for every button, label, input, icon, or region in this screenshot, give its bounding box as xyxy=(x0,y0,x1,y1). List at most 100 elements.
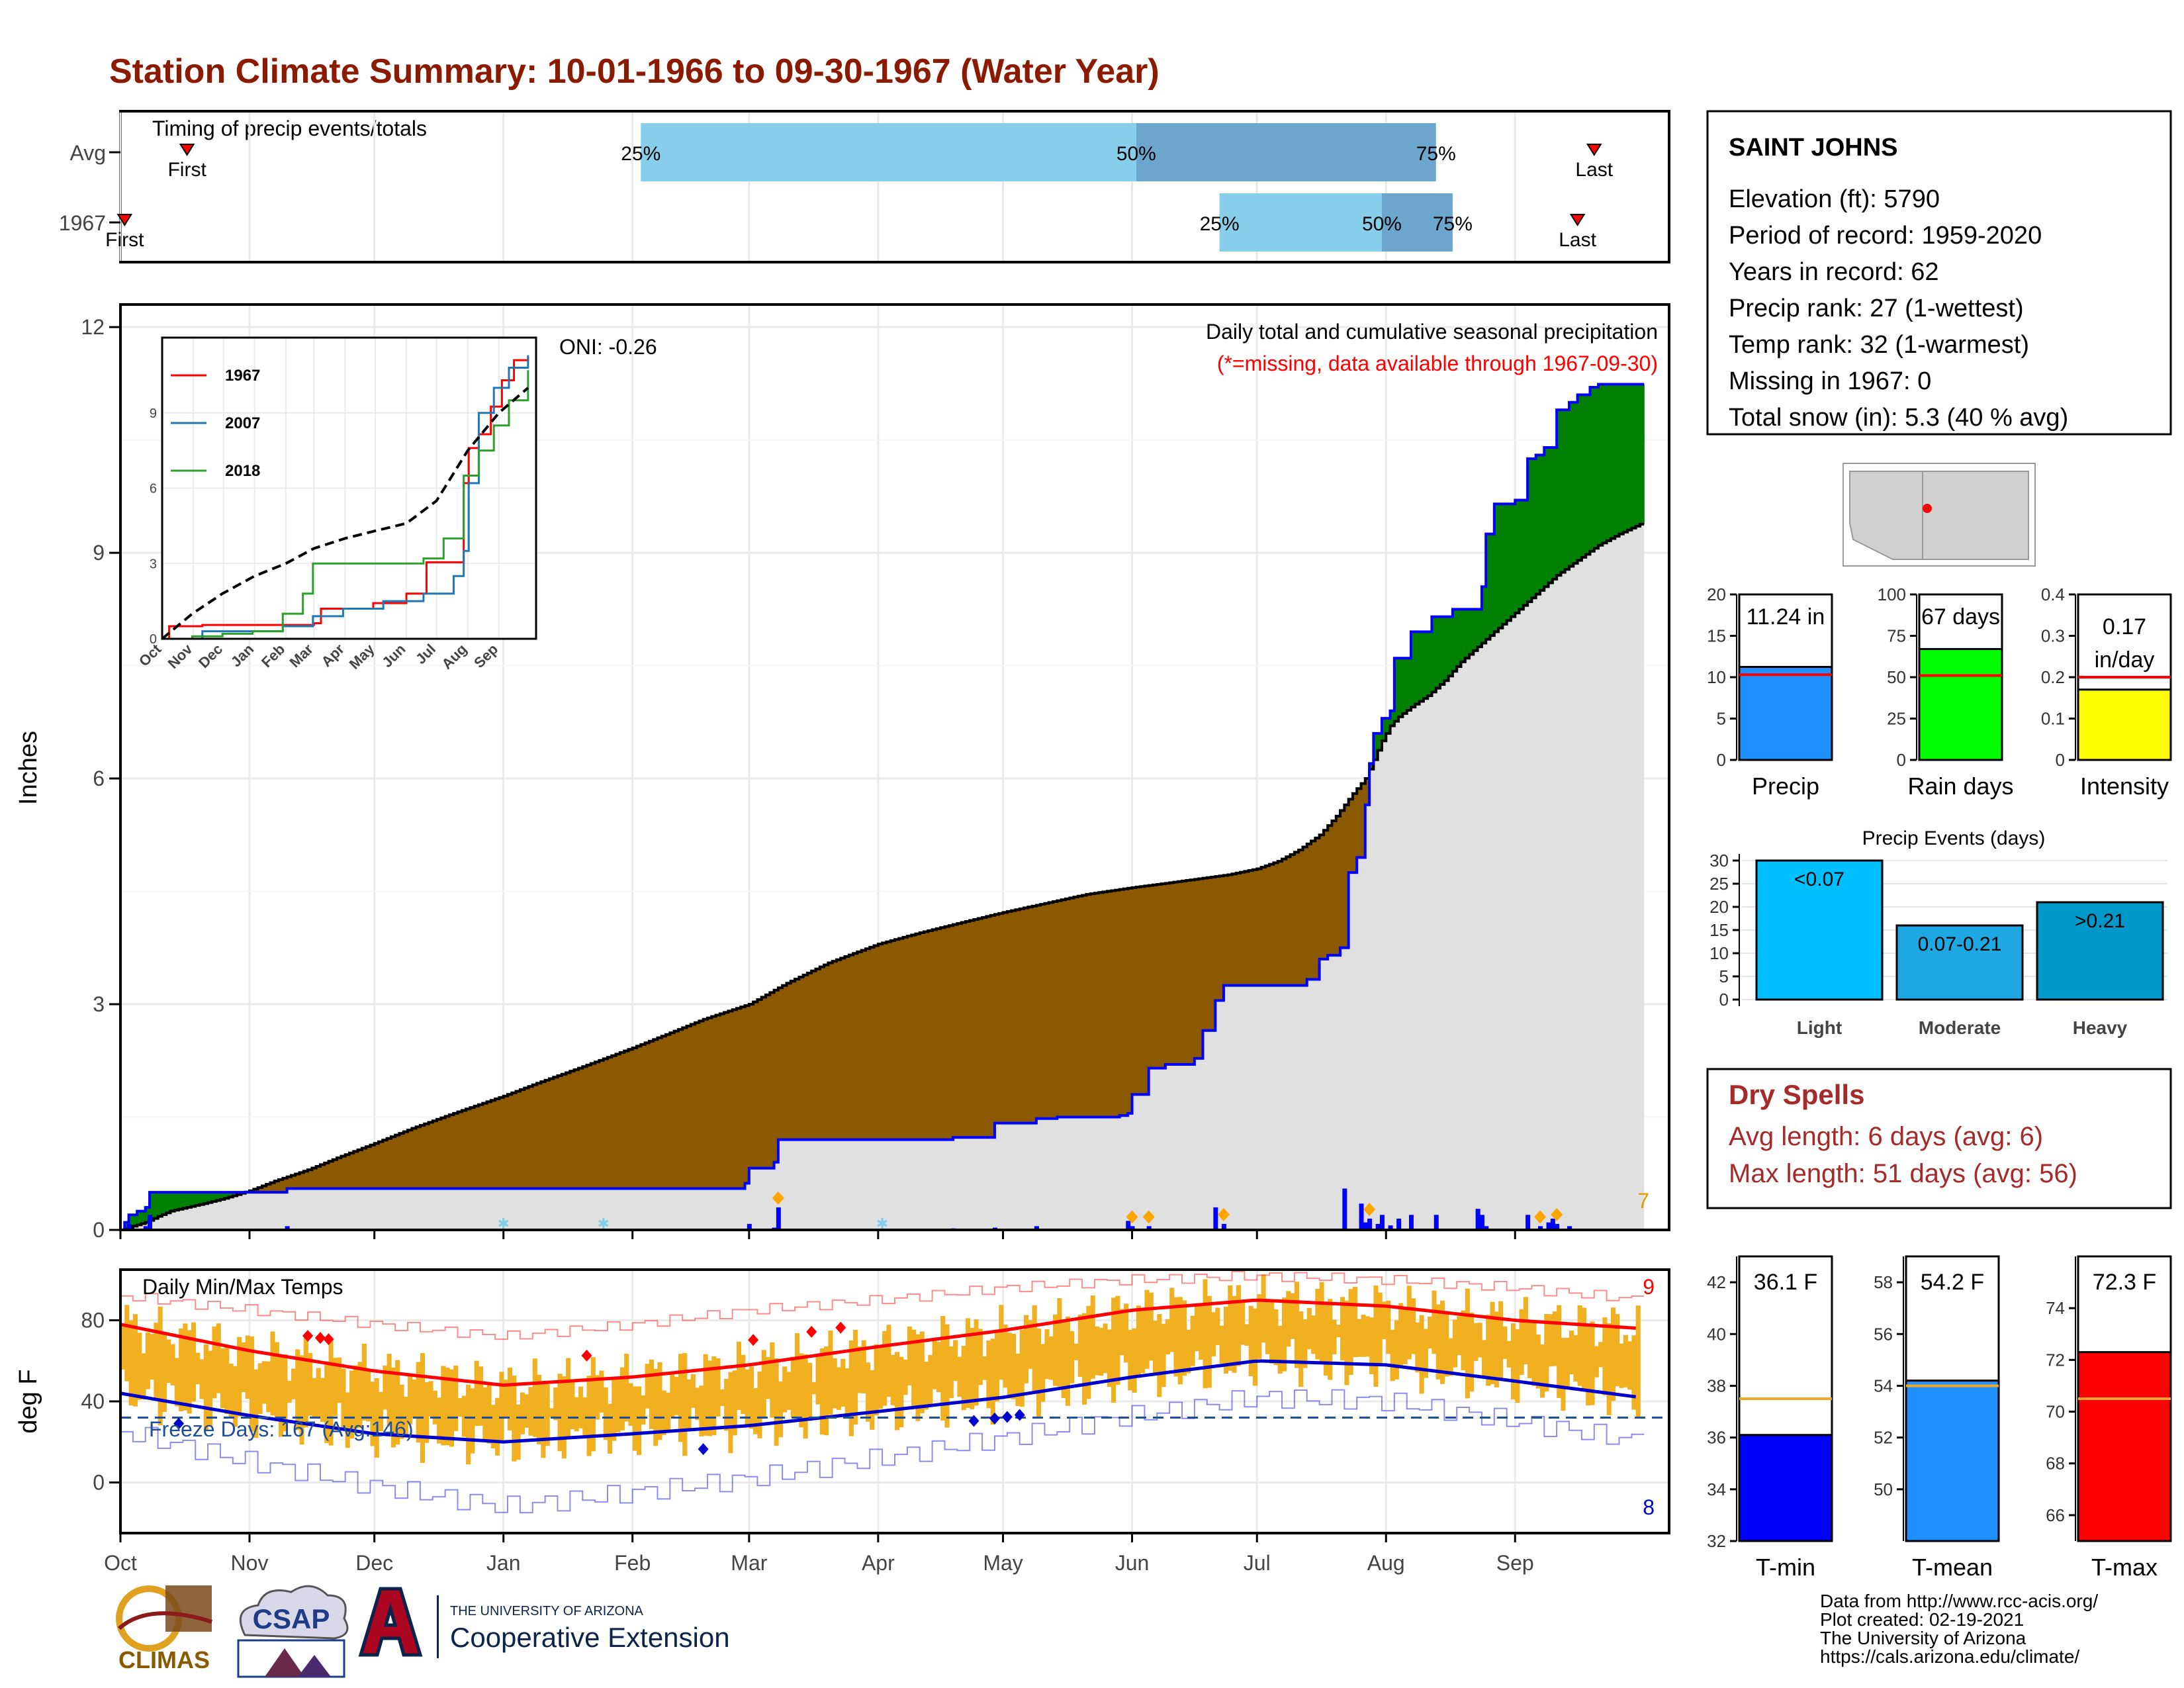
daily-temp-bar xyxy=(1411,1298,1416,1354)
surplus-area xyxy=(1398,658,1404,717)
daily-precip-bar xyxy=(1546,1222,1551,1230)
daily-temp-bar xyxy=(1119,1309,1124,1356)
daily-temp-bar xyxy=(578,1386,584,1429)
daily-temp-bar xyxy=(1348,1289,1353,1375)
daily-temp-bar xyxy=(557,1374,563,1452)
deficit-area xyxy=(678,1029,683,1189)
record-low-count: 8 xyxy=(1643,1495,1655,1519)
daily-temp-bar xyxy=(216,1323,221,1393)
daily-temp-bar xyxy=(191,1322,197,1402)
small-chart-category: T-min xyxy=(1756,1554,1815,1581)
deficit-area xyxy=(299,1172,304,1189)
daily-temp-bar xyxy=(379,1391,384,1431)
daily-temp-bar xyxy=(1115,1295,1120,1385)
daily-temp-bar xyxy=(1527,1323,1533,1379)
daily-temp-bar xyxy=(928,1354,933,1405)
deficit-area xyxy=(707,1017,712,1189)
daily-temp-bar xyxy=(228,1363,234,1418)
daily-precip-bar xyxy=(1034,1226,1039,1230)
month-label: Jan xyxy=(486,1551,521,1575)
daily-temp-bar xyxy=(457,1398,463,1417)
deficit-area xyxy=(865,949,870,1140)
daily-temp-bar xyxy=(1323,1303,1328,1376)
deficit-area xyxy=(1103,892,1108,1117)
daily-temp-bar xyxy=(899,1356,904,1428)
deficit-area xyxy=(1032,906,1037,1123)
temp-panel-label: Daily Min/Max Temps xyxy=(142,1275,343,1299)
daily-temp-bar xyxy=(470,1388,475,1454)
month-label: Sep xyxy=(1496,1551,1534,1575)
daily-temp-bar xyxy=(1206,1295,1212,1388)
timing-label-75: 75% xyxy=(1433,213,1473,235)
daily-temp-bar xyxy=(853,1330,858,1425)
surplus-area xyxy=(150,1192,154,1221)
daily-temp-bar xyxy=(753,1388,758,1434)
daily-precip-bar xyxy=(1213,1207,1218,1230)
daily-temp-bar xyxy=(1090,1295,1095,1379)
daily-temp-bar xyxy=(1594,1346,1599,1378)
deficit-area xyxy=(561,1074,567,1189)
daily-temp-bar xyxy=(1298,1311,1304,1387)
deficit-area xyxy=(1344,804,1349,948)
daily-temp-bar xyxy=(957,1356,962,1397)
deficit-area xyxy=(612,1055,617,1189)
daily-temp-bar xyxy=(1598,1342,1604,1368)
daily-temp-bar xyxy=(774,1358,779,1446)
deficit-area xyxy=(1028,907,1033,1123)
deficit-area xyxy=(370,1145,375,1189)
extreme-count-label: 7 xyxy=(1637,1189,1649,1213)
daily-temp-bar xyxy=(848,1340,854,1436)
daily-temp-bar xyxy=(911,1329,917,1409)
daily-temp-bar xyxy=(508,1367,513,1430)
deficit-area xyxy=(886,941,891,1140)
daily-temp-bar xyxy=(499,1372,504,1440)
page-title: Station Climate Summary: 10-01-1966 to 0… xyxy=(109,52,1160,91)
daily-temp-bar xyxy=(1302,1319,1308,1368)
surplus-area xyxy=(1631,384,1637,528)
deficit-area xyxy=(1094,893,1099,1117)
surplus-area xyxy=(141,1211,146,1224)
deficit-area xyxy=(1199,878,1204,1058)
daily-temp-bar xyxy=(1132,1328,1137,1393)
deficit-area xyxy=(999,913,1004,1123)
surplus-area xyxy=(1540,455,1545,590)
daily-precip-bar xyxy=(1475,1209,1480,1230)
surplus-area xyxy=(220,1192,225,1199)
inset-average-line xyxy=(161,387,529,640)
deficit-area xyxy=(615,1054,621,1189)
deficit-area xyxy=(1107,891,1112,1117)
daily-temp-bar xyxy=(882,1331,887,1406)
small-chart-category: Intensity xyxy=(2080,773,2169,800)
daily-temp-bar xyxy=(778,1381,783,1438)
deficit-area xyxy=(1019,908,1024,1123)
inset-y-tick-label: 0 xyxy=(150,632,157,647)
surplus-area xyxy=(1432,616,1437,692)
deficit-area xyxy=(570,1071,575,1189)
deficit-area xyxy=(890,940,895,1140)
station-info-line: Precip rank: 27 (1-wettest) xyxy=(1729,295,2024,322)
daily-temp-bar xyxy=(390,1367,396,1448)
daily-temp-bar xyxy=(724,1378,729,1431)
daily-temp-bar xyxy=(1173,1297,1179,1377)
daily-temp-bar xyxy=(1311,1315,1316,1354)
daily-temp-bar xyxy=(1519,1309,1524,1375)
daily-temp-bar xyxy=(1332,1319,1337,1354)
events-y-tick-label: 0 xyxy=(1719,990,1729,1009)
daily-temp-bar xyxy=(1565,1337,1570,1389)
deficit-area xyxy=(449,1115,454,1189)
deficit-area xyxy=(970,920,975,1138)
daily-temp-bar xyxy=(645,1364,650,1409)
deficit-area xyxy=(628,1049,633,1189)
daily-temp-bar xyxy=(624,1353,629,1422)
daily-temp-bar xyxy=(1094,1326,1100,1376)
month-label: Aug xyxy=(1367,1551,1405,1575)
daily-temp-bar xyxy=(328,1340,334,1446)
daily-temp-bar xyxy=(1319,1282,1324,1362)
daily-temp-bar xyxy=(399,1384,404,1439)
daily-temp-bar xyxy=(641,1395,646,1425)
daily-temp-bar xyxy=(291,1368,296,1399)
daily-temp-bar xyxy=(1481,1340,1487,1378)
daily-temp-bar xyxy=(653,1368,659,1446)
small-chart-tick-label: 75 xyxy=(1887,626,1906,646)
